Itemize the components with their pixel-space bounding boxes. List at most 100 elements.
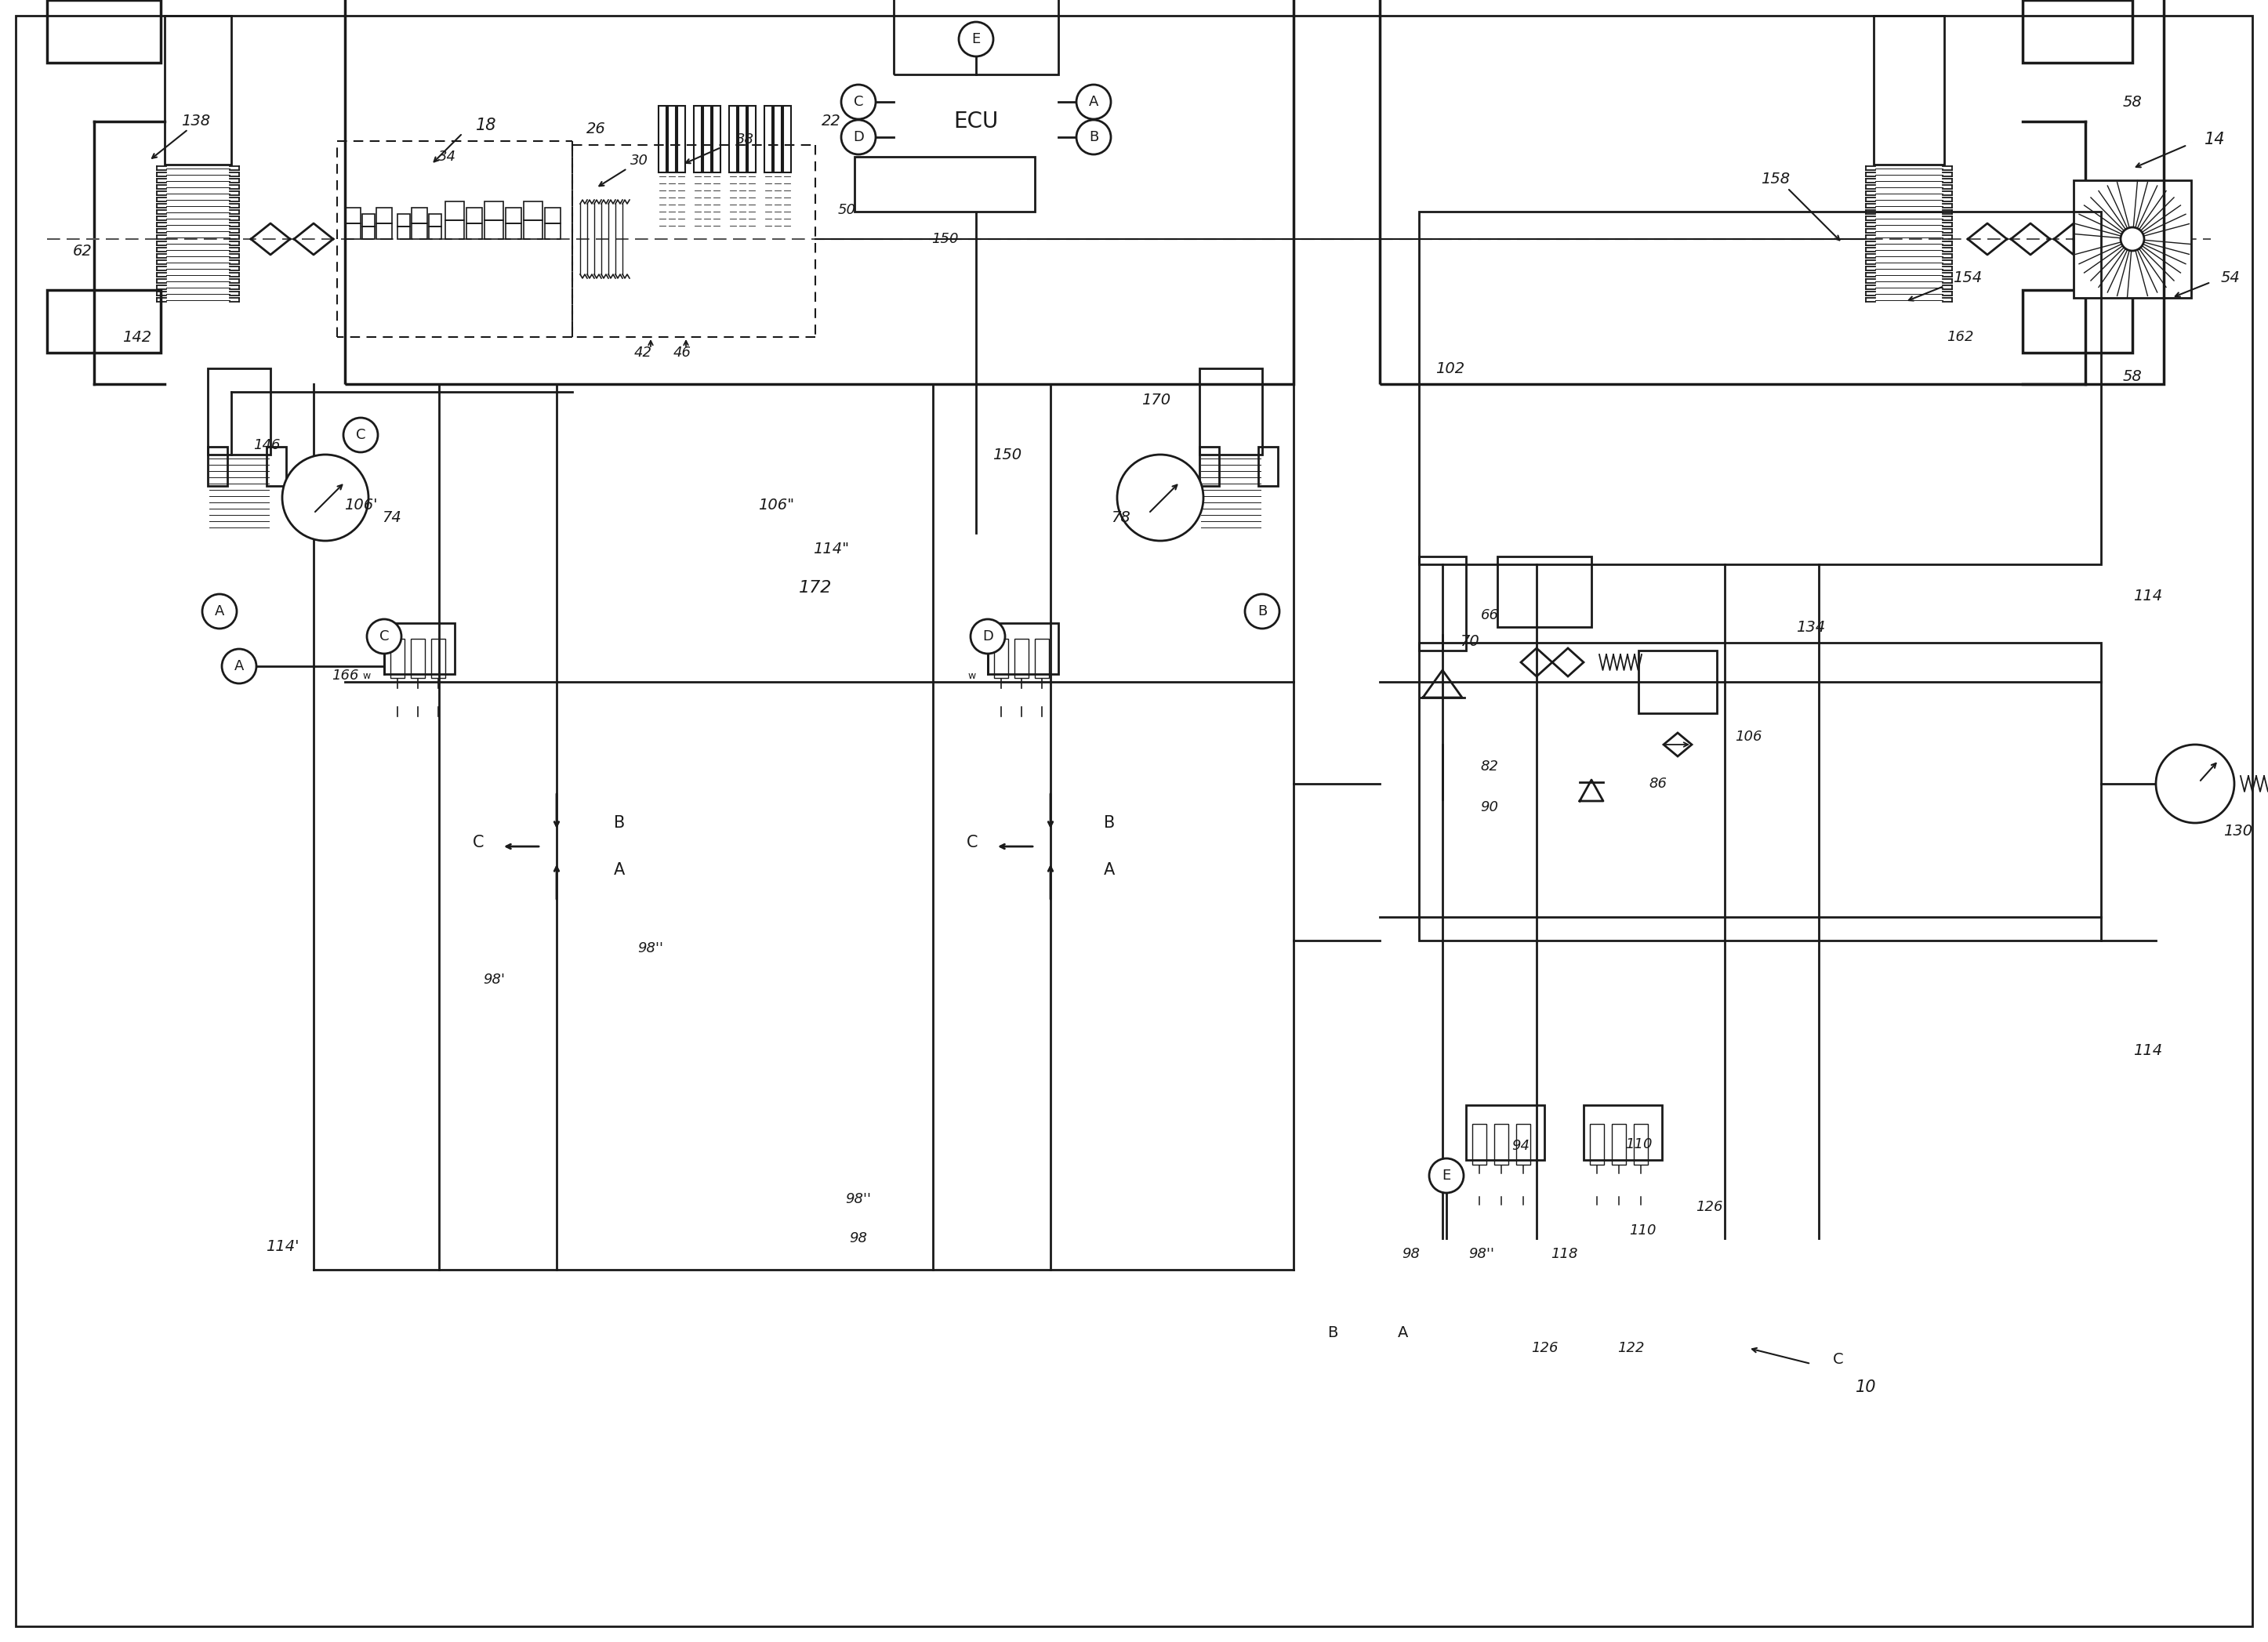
Text: 158: 158 bbox=[1762, 171, 1789, 186]
Text: 50: 50 bbox=[837, 204, 855, 217]
Text: B: B bbox=[615, 814, 626, 831]
Text: 94: 94 bbox=[1513, 1140, 1531, 1153]
Text: B: B bbox=[1327, 1325, 1338, 1340]
Text: C: C bbox=[966, 834, 978, 851]
Text: E: E bbox=[1442, 1169, 1452, 1182]
Text: C: C bbox=[853, 95, 864, 108]
Text: 98: 98 bbox=[850, 1232, 866, 1245]
Text: 170: 170 bbox=[1141, 392, 1170, 407]
Text: 130: 130 bbox=[2223, 823, 2252, 839]
Bar bbox=[1259, 447, 1277, 486]
Bar bbox=[524, 220, 542, 240]
Bar bbox=[1517, 1123, 1531, 1164]
Bar bbox=[703, 105, 712, 172]
Bar bbox=[855, 156, 1034, 212]
Bar bbox=[376, 207, 392, 223]
Text: 42: 42 bbox=[633, 346, 651, 360]
Text: A: A bbox=[215, 604, 225, 619]
Text: 106": 106" bbox=[758, 498, 794, 512]
Text: E: E bbox=[971, 33, 980, 46]
Bar bbox=[712, 105, 721, 172]
Circle shape bbox=[1077, 120, 1111, 154]
Circle shape bbox=[202, 594, 236, 629]
Bar bbox=[1583, 1105, 1662, 1159]
Text: D: D bbox=[853, 130, 864, 144]
Bar bbox=[383, 622, 454, 675]
Bar bbox=[1495, 1123, 1508, 1164]
Text: 82: 82 bbox=[1481, 760, 1499, 773]
Text: 106: 106 bbox=[1735, 729, 1762, 744]
Bar bbox=[345, 223, 361, 240]
Text: 110: 110 bbox=[1624, 1138, 1651, 1151]
Circle shape bbox=[841, 120, 875, 154]
Text: 154: 154 bbox=[1953, 271, 1982, 286]
Bar bbox=[467, 223, 483, 240]
Text: 98: 98 bbox=[1402, 1246, 1420, 1261]
Bar bbox=[773, 105, 782, 172]
Text: 30: 30 bbox=[631, 154, 649, 167]
Bar bbox=[445, 202, 465, 220]
Bar bbox=[1637, 650, 1717, 713]
Bar bbox=[363, 227, 374, 240]
Text: A: A bbox=[1089, 95, 1098, 108]
Bar bbox=[2023, 0, 2132, 62]
Bar bbox=[209, 368, 270, 455]
Bar bbox=[345, 0, 1293, 384]
Text: 142: 142 bbox=[122, 330, 152, 345]
Text: 26: 26 bbox=[585, 122, 606, 136]
Bar bbox=[1379, 0, 2164, 384]
Bar bbox=[1420, 557, 1465, 650]
Bar bbox=[658, 105, 667, 172]
Text: C: C bbox=[379, 629, 390, 644]
Circle shape bbox=[1118, 455, 1204, 540]
Bar bbox=[1472, 1123, 1486, 1164]
Text: 46: 46 bbox=[674, 346, 692, 360]
Text: 118: 118 bbox=[1551, 1246, 1579, 1261]
Text: 102: 102 bbox=[1436, 361, 1465, 376]
Bar bbox=[1420, 642, 2100, 941]
Bar bbox=[2073, 181, 2191, 297]
Text: 98'': 98'' bbox=[637, 941, 665, 956]
Bar bbox=[209, 447, 227, 486]
Bar bbox=[544, 223, 560, 240]
Bar bbox=[48, 0, 161, 62]
Text: 38: 38 bbox=[735, 133, 753, 146]
Text: A: A bbox=[1105, 862, 1116, 878]
Text: 22: 22 bbox=[821, 113, 841, 130]
Circle shape bbox=[1245, 594, 1279, 629]
Bar bbox=[485, 202, 503, 220]
Circle shape bbox=[841, 85, 875, 120]
Bar bbox=[485, 220, 503, 240]
Bar bbox=[1420, 212, 2100, 565]
Text: A: A bbox=[615, 862, 626, 878]
Bar bbox=[2023, 291, 2132, 353]
Circle shape bbox=[367, 619, 401, 654]
Bar bbox=[48, 291, 161, 353]
Text: 98'': 98'' bbox=[846, 1192, 871, 1207]
Bar bbox=[506, 207, 522, 223]
Bar bbox=[268, 447, 286, 486]
Text: 18: 18 bbox=[476, 118, 497, 133]
Text: 146: 146 bbox=[254, 438, 279, 452]
Bar bbox=[764, 105, 771, 172]
Text: 110: 110 bbox=[1628, 1223, 1656, 1238]
Circle shape bbox=[1429, 1158, 1463, 1192]
Text: 74: 74 bbox=[383, 511, 401, 525]
Bar bbox=[411, 207, 426, 223]
Text: 54: 54 bbox=[2220, 271, 2241, 286]
Circle shape bbox=[342, 417, 379, 452]
Bar bbox=[1200, 447, 1220, 486]
Text: ECU: ECU bbox=[953, 110, 998, 133]
Text: 134: 134 bbox=[1796, 619, 1826, 634]
Bar bbox=[429, 213, 442, 227]
Bar bbox=[748, 105, 755, 172]
Bar bbox=[728, 105, 737, 172]
Text: 114: 114 bbox=[2134, 1043, 2164, 1057]
Bar bbox=[345, 207, 361, 223]
Text: A: A bbox=[234, 658, 245, 673]
Bar bbox=[1465, 1105, 1545, 1159]
Text: 162: 162 bbox=[1946, 330, 1973, 345]
Text: 122: 122 bbox=[1617, 1342, 1644, 1355]
Bar bbox=[524, 202, 542, 220]
Circle shape bbox=[2157, 744, 2234, 823]
